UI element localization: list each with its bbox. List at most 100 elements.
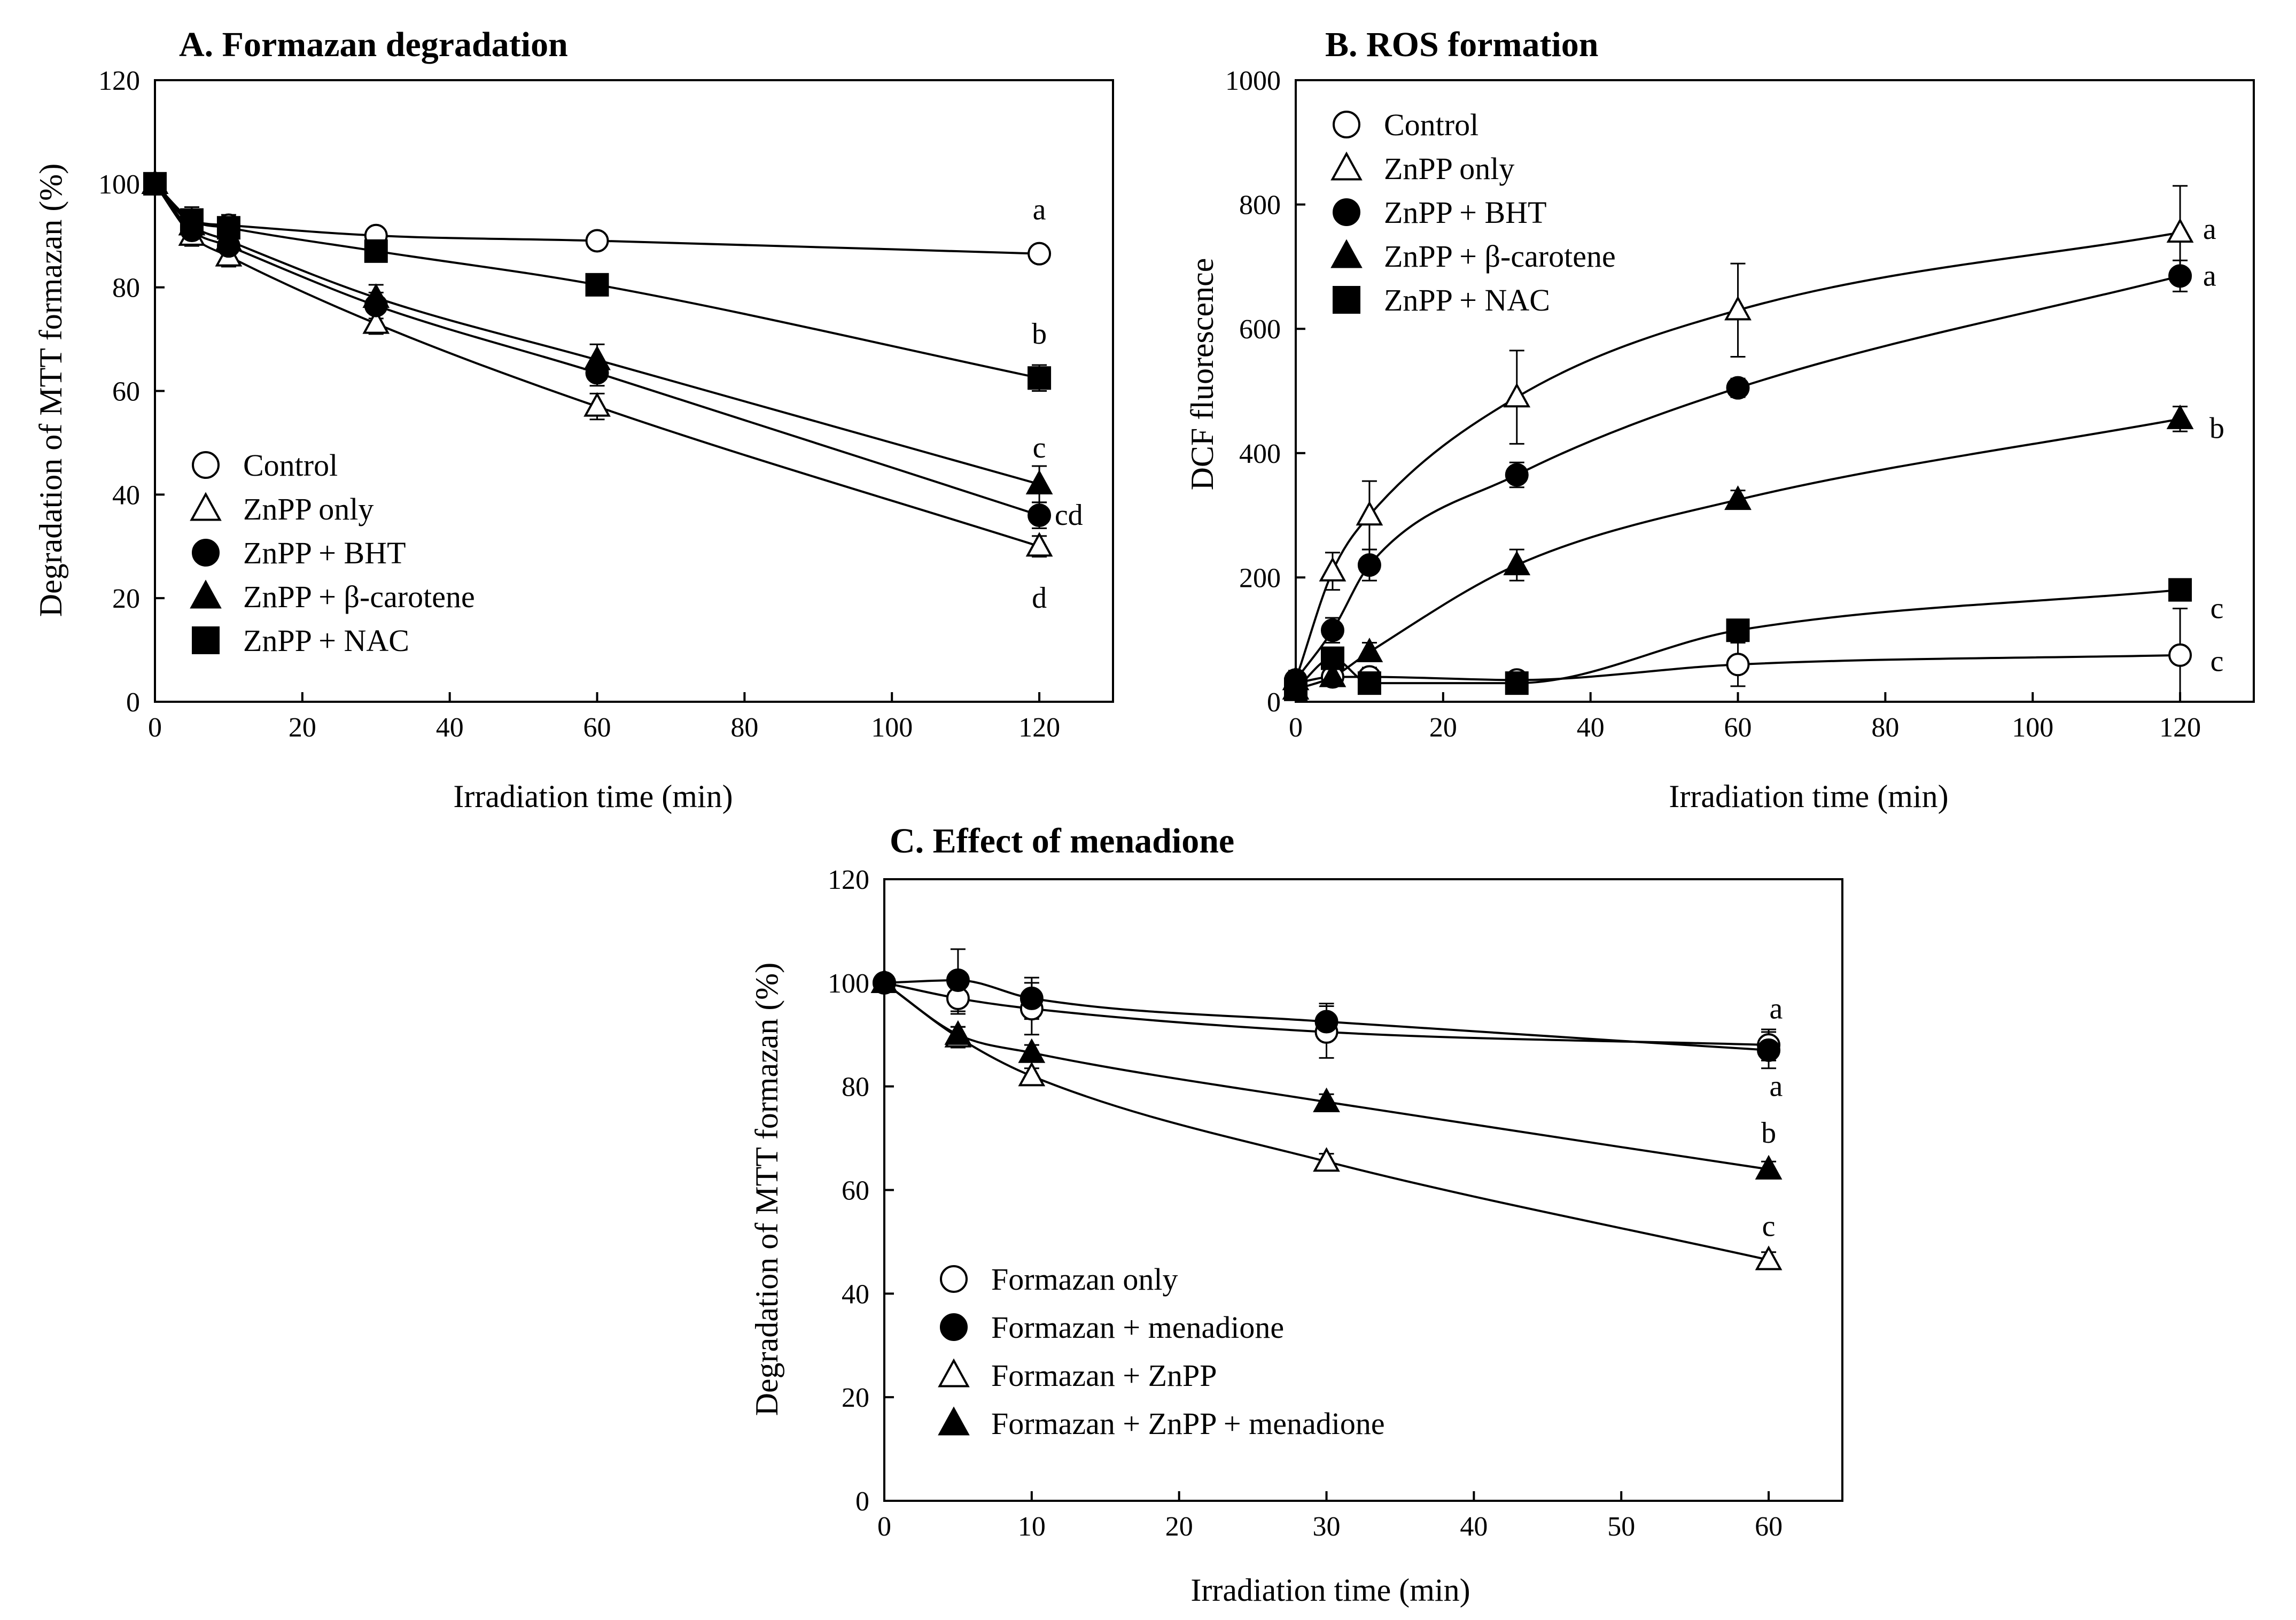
significance-label: b (1761, 1117, 1776, 1150)
series-line (154, 183, 1040, 517)
panel-c-x-ticks: 0 10 20 30 40 50 60 (877, 1491, 1783, 1542)
data-point (1028, 366, 1052, 390)
data-point (1313, 1087, 1340, 1112)
legend-marker (192, 626, 220, 654)
y-tick-label: 40 (842, 1279, 869, 1309)
significance-label: a (1769, 992, 1783, 1025)
y-tick-label: 20 (112, 584, 140, 614)
significance-label: c (2211, 645, 2224, 678)
x-tick-label: 120 (1018, 712, 1060, 743)
significance-label: a (1769, 1070, 1783, 1103)
data-point (1755, 1245, 1783, 1270)
data-point (216, 216, 240, 240)
y-tick-label: 40 (112, 480, 140, 510)
y-tick-label: 1000 (1225, 66, 1281, 96)
x-tick-label: 30 (1313, 1512, 1341, 1542)
legend-marker (1330, 151, 1363, 181)
x-tick-label: 0 (148, 712, 162, 743)
panel-a-y-axis-label: Degradation of MTT formazan (%) (33, 164, 68, 617)
legend-label: ZnPP + NAC (1384, 283, 1550, 317)
series-line (154, 183, 1040, 379)
data-point (1319, 662, 1347, 687)
y-tick-label: 80 (112, 273, 140, 304)
legend-label: Control (1384, 107, 1478, 142)
legend-marker (190, 492, 222, 521)
data-point (1314, 1010, 1338, 1034)
legend-marker (1333, 111, 1360, 138)
data-point (1018, 1038, 1046, 1063)
x-tick-label: 20 (289, 712, 316, 743)
significance-label: b (2209, 412, 2224, 445)
data-point (585, 273, 609, 297)
data-point (2166, 404, 2194, 429)
panel-b-x-ticks: 0 20 40 60 80 100 120 (1289, 692, 2201, 743)
panel-b-title: B. ROS formation (1325, 25, 1599, 64)
panel-c: C. Effect of menadione 0 10 20 30 40 50 60 0 20… (749, 821, 1843, 1608)
data-point (1313, 1147, 1340, 1172)
y-tick-label: 0 (126, 687, 140, 718)
legend-label: ZnPP + BHT (1384, 195, 1547, 230)
x-tick-label: 0 (1289, 712, 1303, 743)
data-point (1018, 1061, 1046, 1087)
data-point (2168, 578, 2192, 602)
y-tick-label: 400 (1239, 439, 1281, 469)
panel-a-series (141, 169, 1053, 558)
panel-a-x-axis-label: Irradiation time (min) (453, 779, 733, 814)
data-point (1356, 638, 1383, 663)
x-tick-label: 60 (1724, 712, 1752, 743)
data-point (1028, 503, 1052, 528)
legend-marker (940, 1265, 968, 1293)
data-point (1726, 653, 1750, 677)
x-tick-label: 80 (730, 712, 758, 743)
data-point (364, 239, 388, 263)
legend-label: ZnPP + β-carotene (1384, 239, 1616, 274)
significance-label: c (2211, 592, 2224, 625)
data-point (362, 309, 390, 334)
data-point (1726, 618, 1750, 642)
x-tick-label: 120 (2159, 712, 2201, 743)
y-tick-label: 100 (98, 169, 140, 200)
legend-label: Formazan + ZnPP (991, 1358, 1217, 1393)
y-tick-label: 60 (842, 1176, 869, 1206)
panel-c-x-axis-label: Irradiation time (min) (1190, 1572, 1470, 1608)
x-tick-label: 60 (1755, 1512, 1783, 1542)
legend-label: Formazan + ZnPP + menadione (991, 1406, 1385, 1441)
data-point (870, 968, 898, 993)
panel-c-series (870, 948, 1783, 1270)
legend-label: ZnPP + β-carotene (243, 579, 475, 614)
panel-c-y-ticks: 0 20 40 60 80 100 120 (828, 865, 894, 1517)
data-point (1724, 485, 1752, 510)
significance-label: a (2203, 213, 2216, 246)
data-point (362, 283, 390, 308)
y-tick-label: 100 (828, 968, 869, 999)
legend-marker (938, 1358, 970, 1388)
data-point (1724, 296, 1752, 321)
panel-b: B. ROS formation 0 20 40 60 80 100 120 0 200 400… (1185, 25, 2255, 814)
data-point (143, 172, 167, 196)
data-point (1320, 618, 1344, 642)
data-point (1357, 671, 1381, 695)
x-tick-label: 20 (1165, 1512, 1193, 1542)
x-tick-label: 50 (1607, 1512, 1635, 1542)
x-tick-label: 20 (1429, 712, 1457, 743)
data-point (1757, 1038, 1781, 1062)
y-tick-label: 0 (1267, 687, 1281, 718)
x-tick-label: 40 (1460, 1512, 1488, 1542)
significance-label: b (1032, 317, 1047, 351)
data-point (1284, 677, 1307, 701)
data-point (1028, 242, 1052, 266)
significance-label: cd (1055, 499, 1083, 532)
data-point (2168, 264, 2192, 288)
panel-a: A. Formazan degradation 0 20 40 60 80 100 120 … (33, 25, 1114, 814)
legend-label: Formazan only (991, 1262, 1178, 1297)
legend-marker (1333, 286, 1360, 314)
data-point (1319, 556, 1347, 582)
legend-marker (1333, 198, 1360, 226)
series-line (1295, 654, 2181, 685)
panel-c-title: C. Effect of menadione (890, 821, 1234, 861)
y-tick-label: 20 (842, 1383, 869, 1413)
x-tick-label: 100 (2012, 712, 2053, 743)
legend-marker (190, 579, 222, 609)
significance-label: a (1033, 193, 1046, 226)
y-tick-label: 600 (1239, 314, 1281, 345)
